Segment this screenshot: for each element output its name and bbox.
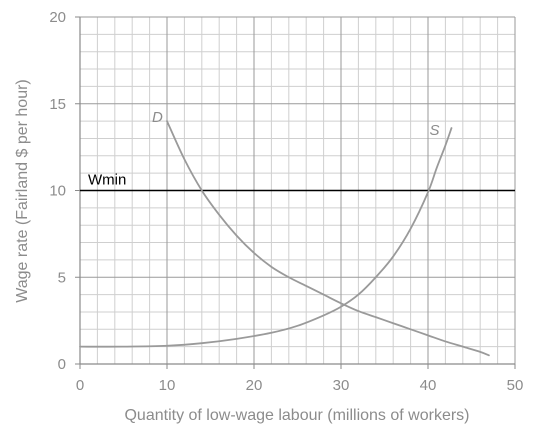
d-curve [166,120,490,357]
x-tick-label: 10 [159,377,176,394]
x-axis-label: Quantity of low-wage labour (millions of… [124,407,469,424]
y-tick-label: 10 [49,183,66,200]
y-tick-label: 0 [58,356,66,373]
x-tick-labels: 0 10 20 30 40 50 [76,364,524,394]
y-axis-label: Wage rate (Fairland $ per hour) [14,79,31,303]
y-tick-label: 5 [58,269,66,286]
x-tick-label: 0 [76,377,84,394]
s-curve-label: S [429,122,439,139]
x-tick-label: 20 [246,377,263,394]
d-curve-label: D [152,109,163,126]
x-tick-label: 30 [333,377,350,394]
y-tick-labels: 0 5 10 15 20 [49,9,80,373]
reference-lines: Wmin [80,172,515,192]
wmin-label: Wmin [88,172,126,189]
series-lines: DS [79,109,490,357]
x-tick-label: 50 [507,377,524,394]
x-tick-label: 40 [420,377,437,394]
s-curve [79,127,453,348]
y-tick-label: 20 [49,9,66,26]
y-tick-label: 15 [49,96,66,113]
